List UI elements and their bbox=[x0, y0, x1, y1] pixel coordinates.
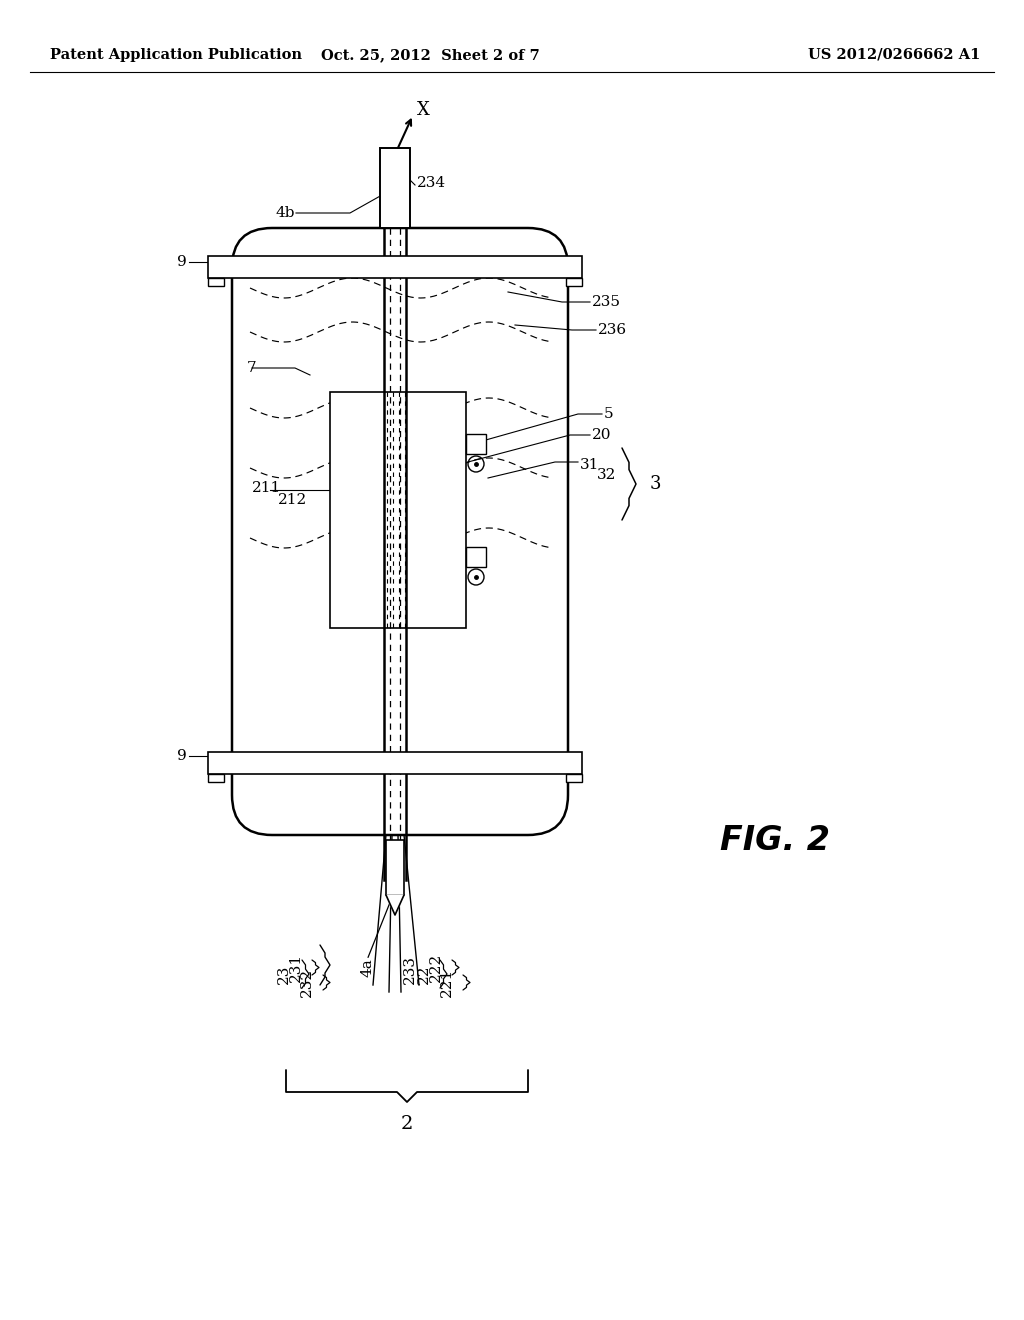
Text: 222: 222 bbox=[429, 952, 443, 982]
Text: Patent Application Publication: Patent Application Publication bbox=[50, 48, 302, 62]
Polygon shape bbox=[386, 895, 404, 915]
Bar bbox=[386, 840, 404, 895]
Text: 5: 5 bbox=[604, 407, 613, 421]
Bar bbox=[208, 752, 582, 774]
Text: 232: 232 bbox=[300, 968, 314, 997]
Bar bbox=[380, 148, 410, 228]
Bar bbox=[208, 256, 582, 279]
Text: 9: 9 bbox=[177, 748, 187, 763]
Text: 7: 7 bbox=[247, 360, 257, 375]
Text: 235: 235 bbox=[592, 294, 621, 309]
Bar bbox=[330, 392, 466, 628]
Text: 4b: 4b bbox=[275, 206, 295, 220]
Text: 4a: 4a bbox=[361, 958, 375, 977]
Text: 234: 234 bbox=[417, 176, 446, 190]
Text: 23: 23 bbox=[278, 965, 291, 983]
Bar bbox=[466, 434, 486, 454]
Text: 211: 211 bbox=[252, 480, 282, 495]
Text: 212: 212 bbox=[278, 492, 307, 507]
Bar bbox=[566, 279, 582, 286]
Text: 20: 20 bbox=[592, 428, 611, 442]
Text: 22: 22 bbox=[417, 964, 431, 983]
Text: 31: 31 bbox=[580, 458, 599, 473]
FancyBboxPatch shape bbox=[232, 228, 568, 836]
Text: 221: 221 bbox=[440, 968, 454, 997]
Text: 231: 231 bbox=[289, 953, 303, 982]
Bar bbox=[208, 279, 224, 286]
Text: 32: 32 bbox=[597, 469, 616, 482]
Bar bbox=[566, 774, 582, 781]
Text: FIG. 2: FIG. 2 bbox=[720, 824, 830, 857]
Text: 9: 9 bbox=[177, 255, 187, 269]
Text: Oct. 25, 2012  Sheet 2 of 7: Oct. 25, 2012 Sheet 2 of 7 bbox=[321, 48, 540, 62]
Text: 236: 236 bbox=[598, 323, 627, 337]
Text: X: X bbox=[417, 102, 430, 119]
Bar bbox=[208, 774, 224, 781]
Text: 233: 233 bbox=[403, 956, 417, 985]
Text: 3: 3 bbox=[650, 475, 662, 492]
Text: US 2012/0266662 A1: US 2012/0266662 A1 bbox=[808, 48, 980, 62]
Text: 2: 2 bbox=[400, 1115, 414, 1133]
Bar bbox=[466, 546, 486, 568]
